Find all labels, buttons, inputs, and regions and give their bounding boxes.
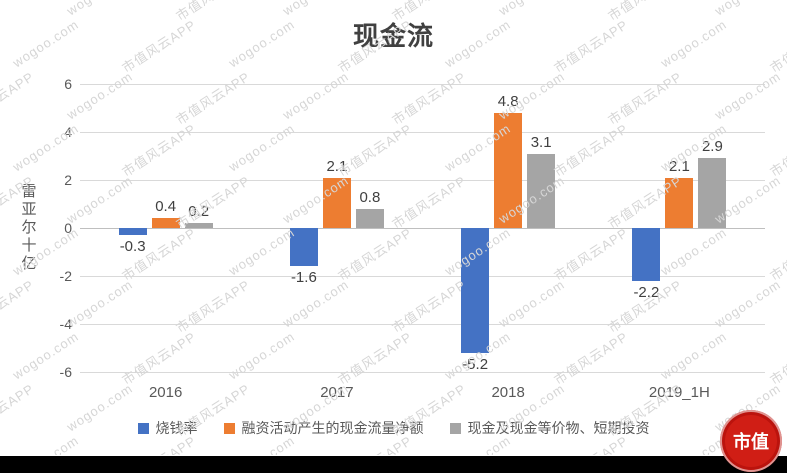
bar-烧钱率-2019_1H (632, 228, 661, 281)
y-tick-label: 4 (64, 124, 72, 140)
legend-item: 融资活动产生的现金流量净额 (223, 418, 424, 438)
bar-融资活动产生的现金流量净额-2019_1H (665, 177, 694, 228)
bar-data-label: 0.2 (188, 203, 210, 221)
x-axis-line (80, 228, 765, 229)
legend-label: 烧钱率 (155, 420, 198, 436)
y-tick-label: -4 (59, 316, 72, 332)
legend-marker (223, 422, 235, 434)
y-tick-label: -6 (59, 364, 72, 380)
bottom-bar (0, 456, 787, 473)
bar-现金及现金等价物、短期投资-2018 (527, 153, 556, 228)
watermark-text: 市值风云APP (767, 224, 787, 284)
gridline (80, 276, 765, 277)
y-tick-label: 0 (64, 220, 72, 236)
x-tick-label: 2019_1H (648, 384, 710, 401)
legend-item: 现金及现金等价物、短期投资 (449, 418, 650, 438)
watermark-text: 市值风云APP (767, 120, 787, 180)
x-tick-label: 2016 (148, 384, 183, 401)
gridline (80, 324, 765, 325)
bar-data-label: 4.8 (497, 92, 519, 110)
bar-data-label: -2.2 (633, 283, 660, 301)
bar-烧钱率-2016 (118, 228, 147, 236)
y-tick-label: -2 (59, 268, 72, 284)
gridline (80, 132, 765, 133)
bar-烧钱率-2018 (461, 228, 490, 353)
gridline (80, 180, 765, 181)
legend-label: 融资活动产生的现金流量净额 (241, 420, 424, 436)
bar-融资活动产生的现金流量净额-2018 (494, 112, 523, 228)
bar-现金及现金等价物、短期投资-2016 (184, 223, 213, 228)
bar-data-label: 2.1 (326, 157, 348, 175)
x-tick-label: 2017 (320, 384, 354, 401)
legend-marker (449, 422, 461, 434)
y-axis-title: 雷亚尔十亿 (19, 183, 37, 273)
bar-data-label: 2.9 (701, 138, 723, 156)
bar-现金及现金等价物、短期投资-2019_1H (698, 158, 727, 228)
gridline (80, 372, 765, 373)
bar-烧钱率-2017 (289, 228, 318, 267)
bar-data-label: 0.4 (155, 198, 177, 216)
bar-data-label: -5.2 (462, 355, 489, 373)
watermark-text: 市值风云APP (767, 328, 787, 388)
brand-logo: 市值 (720, 410, 782, 472)
bar-融资活动产生的现金流量净额-2017 (322, 177, 351, 228)
legend-item: 烧钱率 (137, 418, 198, 438)
chart-legend: 烧钱率 融资活动产生的现金流量净额 现金及现金等价物、短期投资 (0, 418, 787, 438)
bar-data-label: -0.3 (119, 238, 146, 256)
bar-现金及现金等价物、短期投资-2017 (355, 208, 384, 228)
x-tick-label: 2018 (491, 384, 525, 401)
plot-area: -6 -4 -2 0 2 4 6 2016 2017 2018 2019_1H -0.3 -1.6 -5.… (60, 76, 765, 401)
gridline (80, 84, 765, 85)
y-tick-label: 2 (64, 172, 72, 188)
bar-data-label: -1.6 (290, 269, 317, 287)
bar-data-label: 3.1 (530, 133, 552, 151)
bar-data-label: 0.8 (359, 188, 381, 206)
legend-label: 现金及现金等价物、短期投资 (467, 420, 650, 436)
bar-融资活动产生的现金流量净额-2016 (151, 218, 180, 228)
bar-data-label: 2.1 (668, 157, 690, 175)
chart-title: 现金流 (352, 21, 434, 51)
brand-logo-text: 市值 (733, 432, 769, 452)
y-tick-label: 6 (64, 76, 72, 92)
legend-marker (137, 422, 149, 434)
